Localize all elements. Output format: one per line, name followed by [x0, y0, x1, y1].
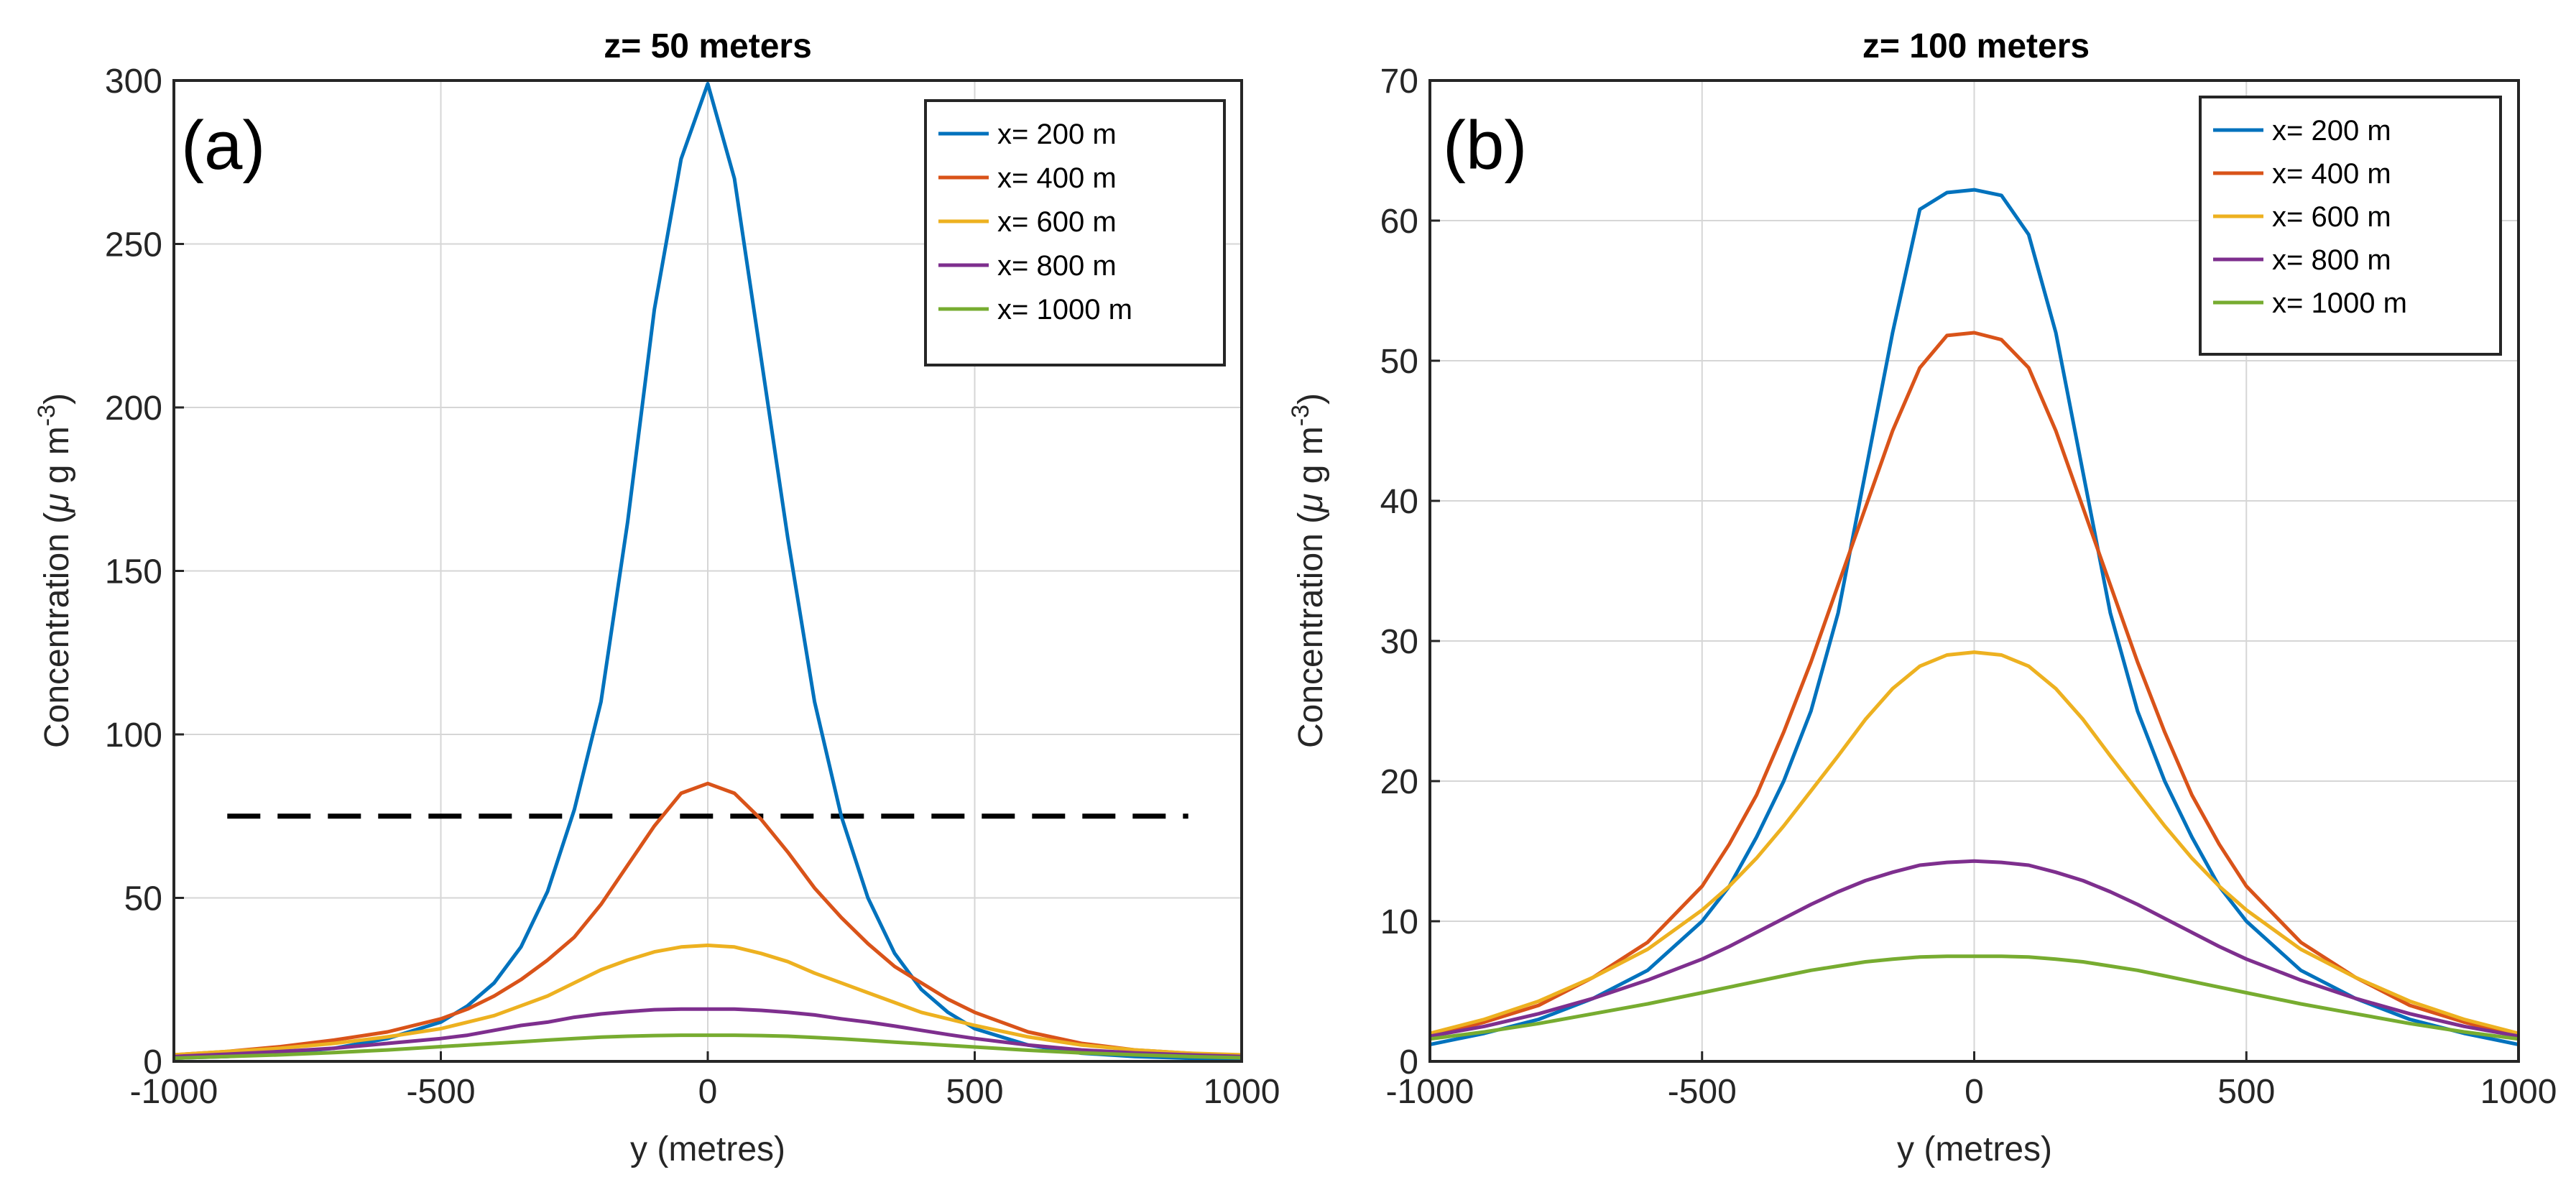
panel-b-legend-label: x= 1000 m	[2272, 287, 2407, 319]
panel-b-y-tick-label: 10	[1380, 903, 1418, 941]
panel-b-title: z= 100 meters	[1862, 27, 2090, 65]
panel-b-legend: x= 200 m x= 400 m x= 600 m x= 800 m x= 1000 …	[2199, 96, 2502, 356]
panel-a-series-line-3	[173, 944, 1242, 1057]
panel-b: z= 100 meters -1000 -500 0 500 1000 0 10 20 30 4…	[1287, 27, 2557, 1168]
panel-a-y-tick-label: 200	[105, 389, 162, 428]
panel-b-y-tick-label: 40	[1380, 483, 1418, 521]
panel-b-y-tick-label: 50	[1380, 343, 1418, 381]
panel-b-legend-label: x= 600 m	[2272, 201, 2391, 233]
panel-a-y-tick-label: 250	[105, 226, 162, 264]
panel-a-legend-box	[924, 99, 1226, 366]
panel-b-series-line-1	[1429, 188, 2519, 1047]
panel-b-legend-entries: x= 200 m x= 400 m x= 600 m x= 800 m x= 1000 …	[2213, 115, 2407, 319]
panel-b-x-tick-label: 0	[1965, 1073, 1984, 1111]
panel-a-x-axis-label: y (metres)	[630, 1130, 785, 1168]
panel-b-series-line-2	[1429, 331, 2519, 1038]
panel-a-label: (a)	[181, 107, 265, 184]
panel-a-x-tick-label: 500	[946, 1073, 1003, 1111]
panel-a-y-tick-label: 50	[124, 880, 162, 918]
panel-a-legend-label: x= 800 m	[997, 250, 1117, 282]
panel-b-y-tick-label: 60	[1380, 203, 1418, 241]
panel-a-y-tick-label: 0	[143, 1043, 162, 1081]
panel-b-x-tick-label: 1000	[2480, 1073, 2557, 1111]
panel-a-legend-entries: x= 200 m x= 400 m x= 600 m x= 800 m x= 1000 …	[938, 119, 1132, 326]
panel-a-x-tick-label: -500	[406, 1073, 475, 1111]
panel-b-x-tick-label: 500	[2217, 1073, 2275, 1111]
panel-b-legend-label: x= 400 m	[2272, 158, 2391, 190]
panel-a-y-tick-label: 100	[105, 716, 162, 755]
panel-a-series-line-5	[173, 1033, 1242, 1060]
panel-a-x-tick-label: 0	[698, 1073, 718, 1111]
panel-b-x-tick-label: -1000	[1386, 1073, 1474, 1111]
panel-b-y-tick-label: 20	[1380, 763, 1418, 801]
panel-a-legend-label: x= 200 m	[997, 119, 1117, 150]
panel-b-x-axis-label: y (metres)	[1897, 1130, 2052, 1168]
panel-a-y-tick-label: 300	[105, 63, 162, 101]
panel-b-label: (b)	[1443, 107, 1527, 184]
panel-b-y-axis-label: Concentration (μ g m-3)	[1287, 393, 1330, 748]
panel-b-y-tick-label: 70	[1380, 63, 1418, 101]
panel-b-legend-label: x= 200 m	[2272, 115, 2391, 147]
panel-a-series-line-2	[173, 781, 1242, 1058]
panel-a-title: z= 50 meters	[604, 27, 812, 65]
panel-b-legend-label: x= 800 m	[2272, 244, 2391, 276]
panel-a-y-tick-label: 150	[105, 553, 162, 591]
panel-b-series-line-5	[1429, 954, 2519, 1041]
panel-a-x-tick-label: -1000	[130, 1073, 218, 1111]
panel-a: z= 50 meters -1000 -500 0 500 1000 0 50 100 150…	[33, 27, 1280, 1168]
panel-a-legend-label: x= 600 m	[997, 206, 1117, 238]
panel-a-y-axis-label: Concentration (μ g m-3)	[33, 393, 76, 748]
panel-b-series-line-3	[1429, 650, 2519, 1036]
panel-a-x-tick-label: 1000	[1204, 1073, 1280, 1111]
panel-a-legend: x= 200 m x= 400 m x= 600 m x= 800 m x= 1000 …	[924, 99, 1226, 366]
panel-b-legend-box	[2199, 96, 2502, 356]
panel-b-series-layer	[1429, 188, 2519, 1047]
panel-b-y-tick-label: 30	[1380, 623, 1418, 661]
panel-a-legend-label: x= 400 m	[997, 162, 1117, 194]
panel-b-y-tick-label: 0	[1399, 1043, 1418, 1081]
panel-b-y-ticks: 0 10 20 30 40 50 60 70	[1380, 63, 1440, 1081]
panel-a-series-line-1	[173, 82, 1242, 1062]
panel-b-x-tick-label: -500	[1668, 1073, 1737, 1111]
panel-a-x-ticks: -1000 -500 0 500 1000	[130, 1051, 1280, 1111]
panel-a-y-ticks: 0 50 100 150 200 250 300	[105, 63, 184, 1081]
panel-b-series-line-4	[1429, 859, 2519, 1038]
panel-b-x-ticks: -1000 -500 0 500 1000	[1386, 1051, 2557, 1111]
panel-a-legend-label: x= 1000 m	[997, 294, 1132, 326]
panel-a-series-layer	[173, 82, 1242, 1062]
panel-a-series-line-4	[173, 1007, 1242, 1058]
